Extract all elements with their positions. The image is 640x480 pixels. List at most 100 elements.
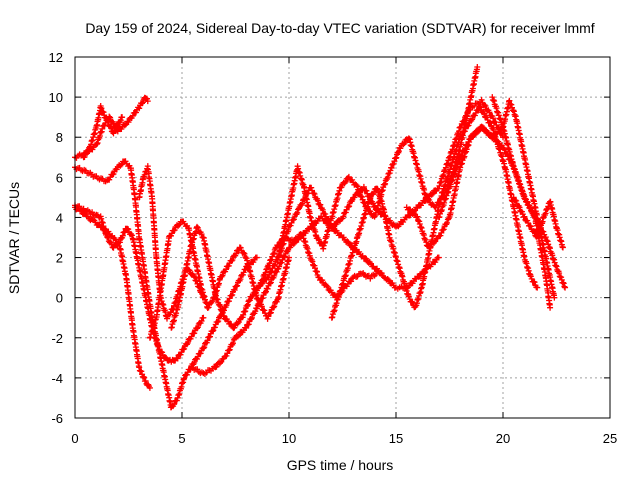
data-point-group (129, 235, 142, 268)
data-point-group (450, 135, 463, 161)
data-point-group (348, 235, 360, 260)
data-point-group (155, 343, 168, 380)
data-point-group (423, 194, 437, 209)
data-point-group (114, 118, 131, 135)
data-point-group (144, 163, 155, 200)
data-point-group (275, 257, 292, 302)
data-point-group (204, 295, 217, 311)
data-point-group (232, 266, 249, 290)
data-point-group (380, 164, 395, 191)
data-point-group (80, 144, 93, 161)
data-point-group (189, 364, 205, 377)
data-point-group (200, 327, 217, 352)
series-track-5 (72, 158, 260, 411)
data-point-group (495, 145, 508, 170)
y-tick-label: 4 (56, 210, 63, 225)
data-point (534, 284, 541, 291)
data-point-group (223, 257, 236, 270)
data-point-group (97, 103, 110, 122)
data-point-group (123, 225, 135, 239)
data-point-group (489, 94, 506, 128)
data-point-group (457, 125, 469, 140)
data-point-group (221, 335, 238, 360)
data-point-group (437, 177, 450, 202)
data-point (253, 254, 260, 261)
data-point (146, 384, 153, 391)
data-point-group (519, 143, 532, 180)
series-track-7 (146, 218, 292, 341)
data-point-group (500, 123, 517, 170)
data-point-group (275, 225, 288, 261)
data-point-group (198, 285, 211, 310)
data-point (474, 64, 481, 71)
data-point-group (179, 218, 191, 230)
data-point-group (354, 183, 369, 210)
x-axis-label: GPS time / hours (287, 457, 394, 473)
data-point-group (236, 244, 249, 260)
data-point-group (142, 377, 152, 390)
y-tick-label: -2 (51, 331, 63, 346)
data-point-group (253, 276, 270, 291)
data-point-group (360, 255, 377, 270)
data-point-group (93, 173, 109, 185)
data-point-group (104, 166, 120, 184)
data-point-group (360, 196, 373, 221)
data-point-group (264, 296, 281, 322)
data-point-group (307, 255, 322, 281)
data-point-group (510, 194, 527, 221)
data-point-group (142, 274, 155, 319)
data-point-group (502, 165, 515, 198)
data-point-group (243, 305, 260, 331)
y-tick-label: -6 (51, 411, 63, 426)
data-point-group (142, 95, 150, 102)
x-tick-label: 25 (603, 431, 617, 446)
data-point-group (275, 246, 292, 272)
series-track-9 (189, 213, 442, 377)
data-point-group (435, 154, 452, 192)
data-point-group (465, 66, 480, 111)
data-point-group (324, 283, 338, 299)
data-point-group (544, 265, 557, 299)
data-point-group (116, 245, 129, 278)
data-point-group (525, 173, 538, 210)
data-point-group (166, 227, 178, 240)
series-track-11 (275, 64, 481, 261)
data-point-group (328, 216, 345, 232)
data-point-group (489, 134, 505, 149)
data-point-group (388, 144, 403, 171)
y-tick-label: 6 (56, 170, 63, 185)
data-point-group (168, 397, 180, 411)
data-point-group (373, 185, 386, 210)
data-point-group (136, 235, 149, 280)
series-track-1 (72, 204, 153, 391)
data-point-group (425, 235, 441, 250)
data-point-group (521, 193, 538, 219)
data-point-group (221, 286, 238, 311)
data-point (562, 284, 569, 291)
data-point-group (174, 276, 187, 311)
data-point-group (405, 135, 420, 168)
data-point-group (316, 274, 330, 289)
data-point-group (328, 296, 341, 321)
data-point-group (253, 285, 270, 312)
data-point-group (211, 355, 227, 371)
data-point-group (200, 234, 213, 270)
x-tick-label: 0 (71, 431, 78, 446)
x-tick-label: 20 (496, 431, 510, 446)
data-point-group (149, 193, 160, 258)
data-point-group (510, 163, 527, 200)
data-point-group (478, 96, 495, 119)
data-point-group (371, 265, 388, 281)
data-point (547, 304, 554, 311)
data-point-group (532, 213, 549, 279)
data-point-group (281, 196, 294, 230)
data-point-group (320, 215, 335, 252)
data-point-group (470, 106, 482, 120)
data-point-group (127, 165, 138, 198)
data-point-group (181, 247, 194, 280)
x-tick-label: 5 (178, 431, 185, 446)
data-point (200, 314, 207, 321)
data-point-group (153, 275, 166, 320)
data-point-group (97, 213, 110, 238)
